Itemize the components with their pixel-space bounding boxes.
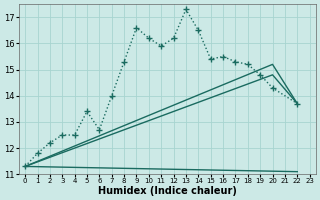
X-axis label: Humidex (Indice chaleur): Humidex (Indice chaleur) [98, 186, 237, 196]
